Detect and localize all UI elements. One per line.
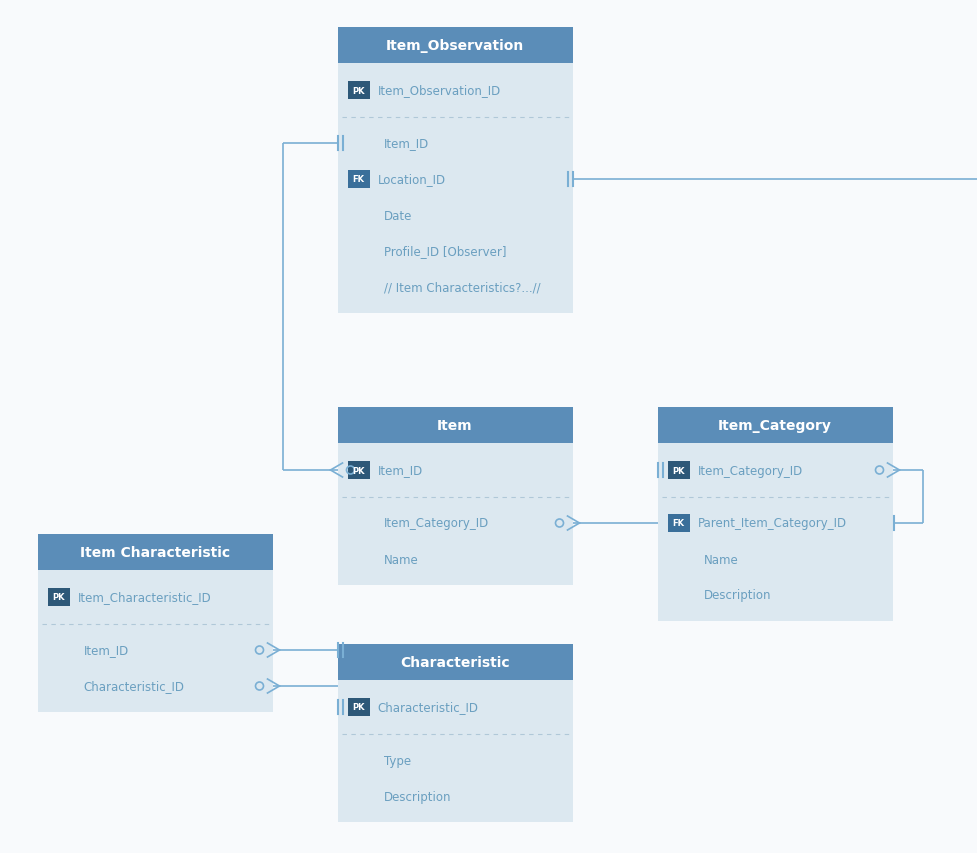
Text: PK: PK (671, 466, 684, 475)
FancyBboxPatch shape (347, 699, 369, 717)
FancyBboxPatch shape (347, 82, 369, 100)
Text: Parent_Item_Category_ID: Parent_Item_Category_ID (697, 517, 846, 530)
Text: Item_Observation_ID: Item_Observation_ID (377, 84, 500, 97)
Text: Item_Category_ID: Item_Category_ID (697, 464, 802, 477)
Text: Location_ID: Location_ID (377, 173, 446, 186)
Text: Type: Type (383, 753, 410, 767)
FancyBboxPatch shape (347, 461, 369, 479)
FancyBboxPatch shape (37, 571, 273, 712)
Text: Item_ID: Item_ID (83, 644, 129, 657)
FancyBboxPatch shape (337, 28, 572, 64)
Text: Description: Description (702, 589, 770, 602)
Text: Characteristic: Characteristic (400, 655, 509, 670)
Text: Name: Name (383, 553, 418, 566)
FancyBboxPatch shape (337, 444, 572, 585)
Text: PK: PK (352, 466, 364, 475)
FancyBboxPatch shape (337, 680, 572, 822)
FancyBboxPatch shape (657, 444, 892, 621)
FancyBboxPatch shape (667, 514, 689, 532)
FancyBboxPatch shape (337, 64, 572, 314)
Text: Item_Category_ID: Item_Category_ID (383, 517, 488, 530)
Text: PK: PK (52, 593, 64, 602)
Text: Description: Description (383, 790, 450, 803)
Text: Item_ID: Item_ID (377, 464, 422, 477)
Text: PK: PK (352, 703, 364, 711)
Text: Date: Date (383, 209, 411, 223)
Text: Item_ID: Item_ID (383, 137, 428, 150)
FancyBboxPatch shape (657, 408, 892, 444)
Text: Item_Observation: Item_Observation (386, 39, 524, 53)
Text: Name: Name (702, 553, 738, 566)
FancyBboxPatch shape (337, 644, 572, 680)
Text: FK: FK (672, 519, 684, 528)
Text: Characteristic_ID: Characteristic_ID (377, 700, 478, 714)
Text: Characteristic_ID: Characteristic_ID (83, 680, 185, 693)
FancyBboxPatch shape (337, 408, 572, 444)
FancyBboxPatch shape (37, 534, 273, 571)
FancyBboxPatch shape (667, 461, 689, 479)
Text: // Item Characteristics?...//: // Item Characteristics?...// (383, 281, 539, 294)
Text: Profile_ID [Observer]: Profile_ID [Observer] (383, 245, 505, 258)
Text: PK: PK (352, 86, 364, 96)
FancyBboxPatch shape (48, 589, 69, 606)
Text: Item_Characteristic_ID: Item_Characteristic_ID (77, 591, 211, 604)
Text: Item: Item (437, 419, 472, 432)
Text: Item_Category: Item_Category (717, 419, 831, 432)
FancyBboxPatch shape (347, 171, 369, 189)
Text: FK: FK (352, 176, 364, 184)
Text: Item Characteristic: Item Characteristic (80, 545, 230, 560)
